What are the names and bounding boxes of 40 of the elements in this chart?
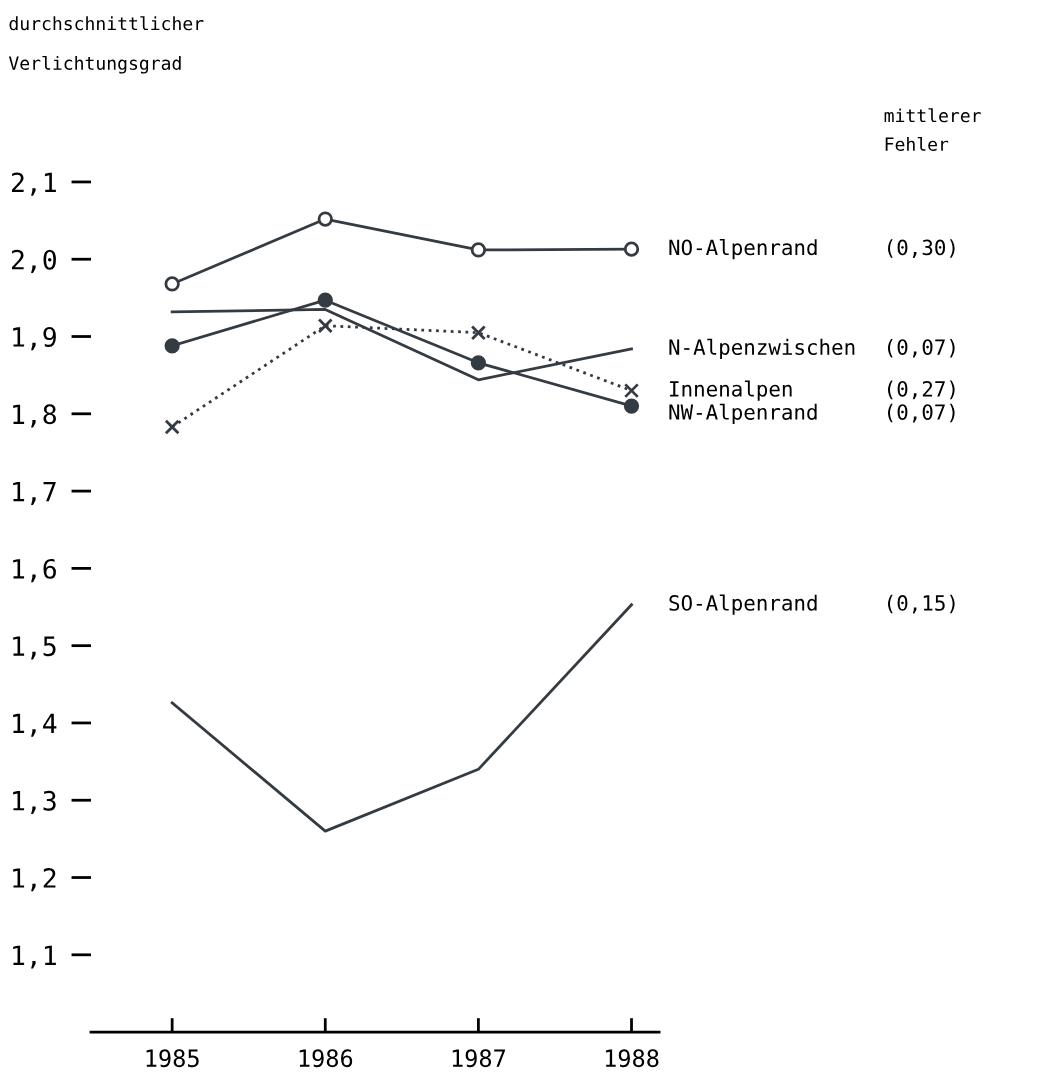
point [470, 242, 487, 258]
point [623, 382, 640, 399]
series-label: SO-Alpenrand [669, 594, 817, 615]
y-tick-label: 1,5 [13, 636, 56, 660]
point [470, 325, 487, 341]
text: (0,07) [888, 338, 955, 358]
series-label: Innenalpen [670, 380, 792, 401]
y-tick-label: 1,6 [13, 558, 56, 583]
series-label: NO-Alpenrand [669, 239, 817, 260]
x-tick-label: 1988 [605, 1049, 659, 1068]
line-series [170, 603, 633, 833]
y-tick-label: 1,7 [13, 481, 56, 505]
point [317, 211, 333, 227]
point [317, 318, 333, 334]
text: (0,15) [888, 594, 955, 614]
y-tick-label: 1,1 [13, 945, 56, 969]
point [164, 338, 180, 354]
point [164, 419, 180, 435]
text: durchschnittlicher Verlichtungsgrad [8, 16, 204, 74]
y-tick-label: 1,4 [13, 713, 57, 737]
text: (0,30) [888, 239, 955, 258]
series-label: N-Alpenzwischen [669, 338, 855, 360]
point [623, 398, 640, 414]
point [164, 276, 180, 292]
x-tick-label: 1985 [146, 1049, 199, 1068]
text: (0,27) [888, 380, 955, 400]
point [623, 241, 640, 257]
y-tick-label: 2,0 [11, 249, 56, 274]
series-label: NW-Alpenrand [669, 403, 817, 424]
x-tick-label: 1986 [299, 1049, 353, 1068]
y-tick-label: 1,8 [13, 404, 56, 428]
y-tick-label: 2,1 [11, 172, 56, 196]
y-tick-label: 1,3 [13, 790, 56, 815]
x-tick-label: 1987 [452, 1049, 506, 1068]
y-tick-label: 1,9 [13, 327, 56, 351]
point [317, 292, 333, 308]
point [470, 355, 487, 371]
text: (0,07) [888, 403, 955, 423]
text: mittlerer Fehler [884, 108, 981, 151]
y-tick-label: 1,2 [13, 868, 56, 892]
